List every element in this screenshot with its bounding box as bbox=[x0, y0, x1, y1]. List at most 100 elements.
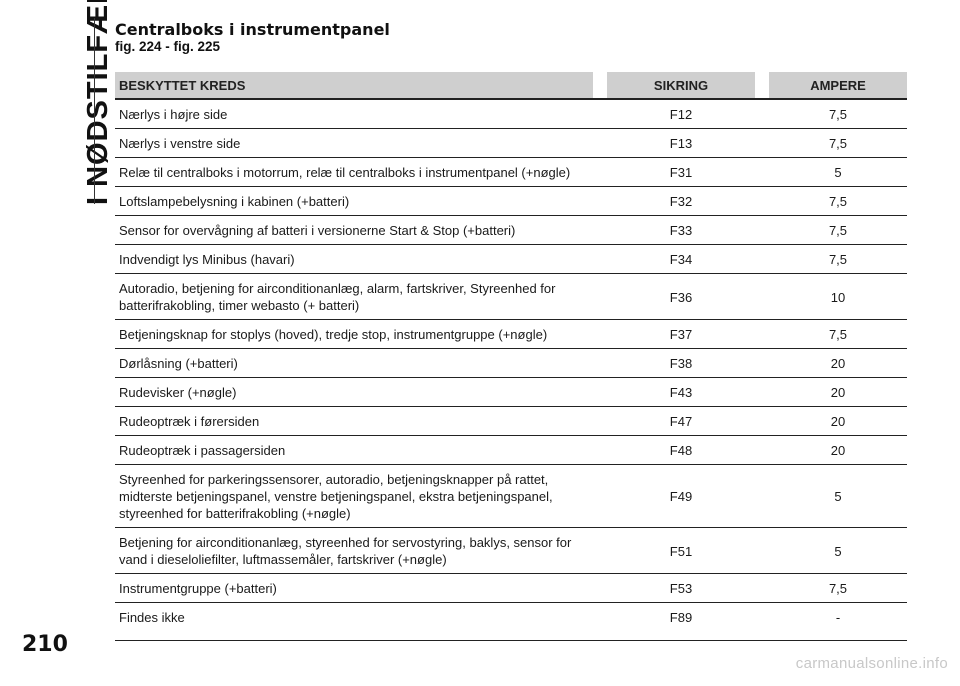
circuit-description: Rudeoptræk i førersiden bbox=[115, 406, 593, 436]
cell-gap bbox=[593, 573, 607, 603]
table-row: Nærlys i højre side F12 7,5 bbox=[115, 99, 907, 129]
table-row: Rudeoptræk i førersiden F47 20 bbox=[115, 406, 907, 436]
cell-gap bbox=[593, 464, 607, 528]
ampere-rating: 20 bbox=[769, 348, 907, 378]
cell-gap bbox=[755, 377, 769, 407]
cell-gap bbox=[755, 464, 769, 528]
header-protected-circuit: BESKYTTET KREDS bbox=[115, 72, 593, 100]
header-gap bbox=[593, 72, 607, 100]
cell-gap bbox=[755, 244, 769, 274]
section-side-tab: I NØDSTILFÆLDE bbox=[0, 0, 114, 207]
ampere-rating: 7,5 bbox=[769, 319, 907, 349]
circuit-description: Styreenhed for parkeringssensorer, autor… bbox=[115, 464, 593, 528]
cell-gap bbox=[593, 215, 607, 245]
cell-gap bbox=[593, 435, 607, 465]
cell-gap bbox=[755, 406, 769, 436]
circuit-description: Indvendigt lys Minibus (havari) bbox=[115, 244, 593, 274]
table-row: Sensor for overvågning af batteri i vers… bbox=[115, 215, 907, 245]
table-row: Relæ til centralboks i motorrum, relæ ti… bbox=[115, 157, 907, 187]
cell-gap bbox=[755, 99, 769, 129]
page-number: 210 bbox=[22, 632, 68, 657]
cell-gap bbox=[755, 573, 769, 603]
section-divider bbox=[94, 18, 95, 204]
circuit-description: Instrumentgruppe (+batteri) bbox=[115, 573, 593, 603]
fuse-code: F49 bbox=[607, 464, 755, 528]
ampere-rating: - bbox=[769, 602, 907, 641]
fuse-code: F34 bbox=[607, 244, 755, 274]
circuit-description: Sensor for overvågning af batteri i vers… bbox=[115, 215, 593, 245]
fuse-code: F33 bbox=[607, 215, 755, 245]
cell-gap bbox=[593, 348, 607, 378]
table-row: Indvendigt lys Minibus (havari) F34 7,5 bbox=[115, 244, 907, 274]
table-body: Nærlys i højre side F12 7,5 Nærlys i venstr… bbox=[115, 99, 907, 641]
circuit-description: Dørlåsning (+batteri) bbox=[115, 348, 593, 378]
circuit-description: Betjeningsknap for stoplys (hoved), tred… bbox=[115, 319, 593, 349]
cell-gap bbox=[755, 273, 769, 320]
ampere-rating: 20 bbox=[769, 435, 907, 465]
cell-gap bbox=[755, 348, 769, 378]
cell-gap bbox=[593, 527, 607, 574]
table-header-row: BESKYTTET KREDS SIKRING AMPERE bbox=[115, 72, 907, 100]
fuse-table: BESKYTTET KREDS SIKRING AMPERE Nærlys i … bbox=[115, 72, 907, 641]
cell-gap bbox=[593, 319, 607, 349]
circuit-description: Findes ikke bbox=[115, 602, 593, 641]
ampere-rating: 10 bbox=[769, 273, 907, 320]
fuse-code: F47 bbox=[607, 406, 755, 436]
page-title: Centralboks i instrumentpanel bbox=[115, 20, 390, 39]
fuse-code: F51 bbox=[607, 527, 755, 574]
ampere-rating: 7,5 bbox=[769, 99, 907, 129]
fuse-code: F53 bbox=[607, 573, 755, 603]
fuse-code: F43 bbox=[607, 377, 755, 407]
cell-gap bbox=[755, 319, 769, 349]
cell-gap bbox=[593, 273, 607, 320]
fuse-code: F31 bbox=[607, 157, 755, 187]
header-fuse: SIKRING bbox=[607, 72, 755, 100]
cell-gap bbox=[755, 157, 769, 187]
cell-gap bbox=[755, 215, 769, 245]
cell-gap bbox=[755, 435, 769, 465]
circuit-description: Rudevisker (+nøgle) bbox=[115, 377, 593, 407]
ampere-rating: 5 bbox=[769, 527, 907, 574]
fuse-code: F89 bbox=[607, 602, 755, 641]
ampere-rating: 7,5 bbox=[769, 215, 907, 245]
cell-gap bbox=[593, 602, 607, 641]
table-row: Instrumentgruppe (+batteri) F53 7,5 bbox=[115, 573, 907, 603]
fuse-code: F48 bbox=[607, 435, 755, 465]
section-label: I NØDSTILFÆLDE bbox=[82, 0, 114, 205]
cell-gap bbox=[593, 244, 607, 274]
circuit-description: Autoradio, betjening for airconditionanl… bbox=[115, 273, 593, 320]
cell-gap bbox=[755, 602, 769, 641]
table-row: Rudevisker (+nøgle) F43 20 bbox=[115, 377, 907, 407]
table-row: Betjeningsknap for stoplys (hoved), tred… bbox=[115, 319, 907, 349]
cell-gap bbox=[755, 128, 769, 158]
fuse-code: F13 bbox=[607, 128, 755, 158]
fuse-code: F37 bbox=[607, 319, 755, 349]
cell-gap bbox=[593, 157, 607, 187]
circuit-description: Nærlys i venstre side bbox=[115, 128, 593, 158]
cell-gap bbox=[593, 99, 607, 129]
table-row: Dørlåsning (+batteri) F38 20 bbox=[115, 348, 907, 378]
ampere-rating: 7,5 bbox=[769, 244, 907, 274]
ampere-rating: 20 bbox=[769, 406, 907, 436]
cell-gap bbox=[593, 186, 607, 216]
table-row: Findes ikke F89- bbox=[115, 602, 907, 641]
circuit-description: Relæ til centralboks i motorrum, relæ ti… bbox=[115, 157, 593, 187]
cell-gap bbox=[755, 527, 769, 574]
circuit-description: Loftslampebelysning i kabinen (+batteri) bbox=[115, 186, 593, 216]
watermark: carmanualsonline.info bbox=[795, 655, 948, 672]
table-row: Betjening for airconditionanlæg, styreen… bbox=[115, 527, 907, 574]
circuit-description: Rudeoptræk i passagersiden bbox=[115, 435, 593, 465]
ampere-rating: 7,5 bbox=[769, 128, 907, 158]
figure-reference: fig. 224 - fig. 225 bbox=[115, 39, 221, 54]
cell-gap bbox=[593, 377, 607, 407]
ampere-rating: 7,5 bbox=[769, 186, 907, 216]
fuse-code: F12 bbox=[607, 99, 755, 129]
table-row: Nærlys i venstre side F13 7,5 bbox=[115, 128, 907, 158]
fuse-code: F32 bbox=[607, 186, 755, 216]
ampere-rating: 20 bbox=[769, 377, 907, 407]
table-row: Autoradio, betjening for airconditionanl… bbox=[115, 273, 907, 320]
circuit-description: Betjening for airconditionanlæg, styreen… bbox=[115, 527, 593, 574]
cell-gap bbox=[593, 128, 607, 158]
ampere-rating: 5 bbox=[769, 464, 907, 528]
header-gap bbox=[755, 72, 769, 100]
